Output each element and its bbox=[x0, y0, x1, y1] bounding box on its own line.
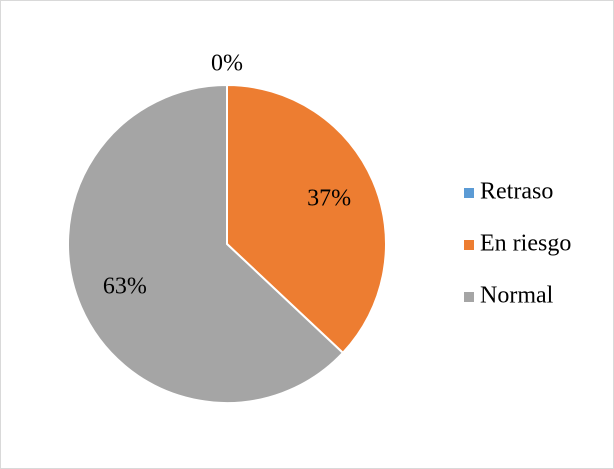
pie-slice bbox=[226, 83, 387, 355]
legend-swatch bbox=[464, 292, 474, 302]
legend-swatch bbox=[464, 240, 474, 250]
legend-swatch bbox=[464, 188, 474, 198]
legend-label: Retraso bbox=[480, 179, 553, 205]
data-label: 63% bbox=[103, 274, 147, 300]
pie-slice bbox=[67, 83, 345, 404]
data-label: 37% bbox=[307, 185, 351, 211]
legend-label: Normal bbox=[480, 283, 554, 309]
data-label: 0% bbox=[211, 51, 243, 77]
legend-label: En riesgo bbox=[480, 231, 571, 257]
